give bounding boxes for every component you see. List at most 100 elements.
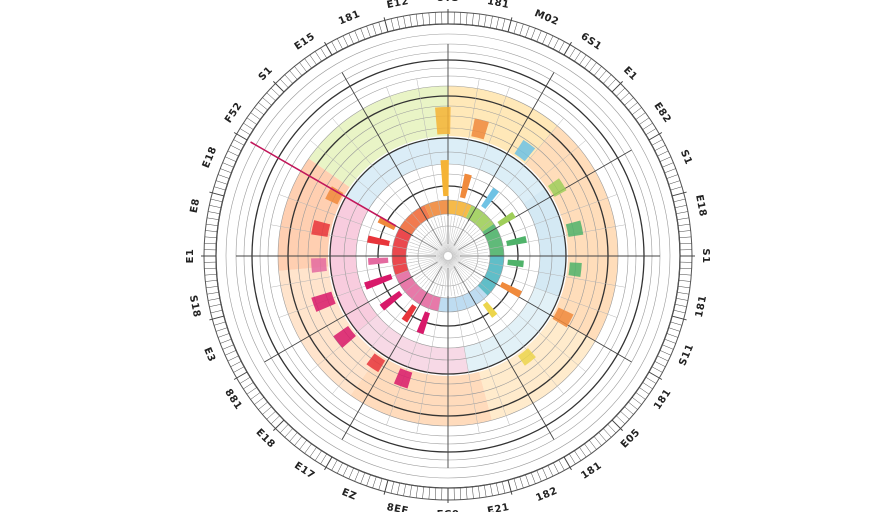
scale-tick: [646, 129, 656, 135]
scale-tick: [258, 402, 267, 410]
scale-tick: [564, 457, 572, 470]
scale-tick: [514, 478, 517, 490]
scale-tick: [679, 274, 691, 275]
scale-tick: [207, 218, 219, 220]
scale-tick: [548, 465, 553, 476]
scale-tick: [460, 488, 461, 500]
scale-tick: [559, 42, 565, 53]
scale-tick: [234, 372, 247, 380]
scale-tick: [680, 243, 692, 244]
scale-tick: [652, 140, 663, 146]
scale-tick: [620, 93, 629, 101]
scale-tick: [218, 333, 229, 337]
scale-tick: [216, 328, 227, 332]
scale-tick: [594, 436, 602, 445]
scale-tick: [599, 70, 607, 79]
scale-tick: [670, 322, 682, 325]
scale-tick: [667, 175, 678, 179]
scale-tick: [205, 237, 217, 238]
scale-tick: [514, 22, 517, 34]
scale-tick: [231, 361, 242, 366]
scale-tick: [624, 98, 633, 106]
scale-tick: [484, 485, 486, 497]
scale-tick: [247, 118, 257, 125]
scale-tick: [676, 212, 688, 214]
scale-tick: [478, 14, 480, 26]
scale-tick: [254, 397, 264, 404]
scale-tick: [223, 163, 234, 168]
scale-tick: [251, 113, 261, 120]
scale-tick: [349, 33, 354, 44]
scale-tick: [484, 15, 486, 27]
inner-spoke: [452, 256, 488, 259]
scale-tick: [677, 218, 689, 220]
grid-lines-layer: [216, 24, 680, 488]
scale-tick: [205, 230, 217, 231]
outer-label: 181: [694, 294, 709, 318]
scale-tick: [262, 407, 271, 415]
scale-tick: [466, 487, 467, 499]
scale-tick: [397, 483, 399, 495]
scale-tick: [343, 36, 348, 47]
scale-tick: [472, 487, 473, 499]
scale-tick: [603, 428, 611, 437]
outer-label: 8TS: [437, 0, 459, 4]
scale-tick: [574, 51, 581, 61]
scale-tick: [553, 39, 558, 50]
outer-data-bar: [568, 262, 581, 277]
scale-tick: [294, 436, 302, 445]
outer-label: E17: [292, 460, 317, 482]
data-bar: [368, 258, 388, 265]
scale-tick: [321, 454, 327, 464]
scale-tick: [410, 15, 412, 27]
inner-ring-segment: [392, 228, 412, 275]
scale-tick: [632, 397, 642, 404]
scale-tick: [662, 345, 673, 350]
scale-tick: [569, 48, 575, 58]
scale-tick: [679, 280, 691, 281]
outer-label: E21: [486, 502, 510, 512]
scale-tick: [285, 428, 293, 437]
scale-tick: [665, 339, 676, 343]
scale-tick: [599, 432, 607, 441]
outer-label: 881: [222, 387, 244, 412]
scale-tick: [305, 444, 312, 454]
scale-tick: [603, 75, 611, 84]
scale-tick: [574, 451, 581, 461]
scale-tick: [211, 199, 223, 202]
scale-tick: [209, 205, 221, 207]
data-bar: [440, 160, 448, 196]
scale-tick: [240, 377, 250, 383]
scale-tick: [290, 432, 298, 441]
outer-label: 182: [534, 485, 559, 504]
scale-tick: [391, 482, 394, 494]
scale-tick: [531, 473, 535, 484]
outer-label: E1: [185, 249, 196, 264]
scale-tick: [669, 328, 680, 332]
outer-label: S11: [677, 342, 696, 367]
scale-tick: [525, 475, 529, 486]
scale-tick: [299, 440, 306, 450]
data-bar: [497, 212, 515, 227]
scale-tick: [542, 33, 547, 44]
scale-tick: [243, 382, 253, 389]
outer-data-bar: [435, 107, 451, 134]
outer-data-bar: [311, 258, 327, 273]
inner-ring-segment: [438, 286, 487, 312]
scale-tick: [332, 460, 338, 471]
scale-tick: [225, 350, 236, 355]
scale-tick: [632, 107, 642, 114]
scale-tick: [337, 39, 342, 50]
scale-tick: [240, 129, 250, 135]
scale-tick: [258, 102, 267, 110]
scale-tick: [397, 17, 399, 29]
scale-tick: [214, 187, 226, 190]
scale-tick: [262, 98, 271, 106]
scale-tick: [361, 28, 365, 39]
scale-tick: [310, 447, 317, 457]
scale-tick: [207, 292, 219, 294]
scale-tick: [208, 298, 220, 300]
scale-tick: [584, 59, 591, 69]
scale-tick: [325, 42, 333, 55]
scale-tick: [520, 477, 524, 488]
